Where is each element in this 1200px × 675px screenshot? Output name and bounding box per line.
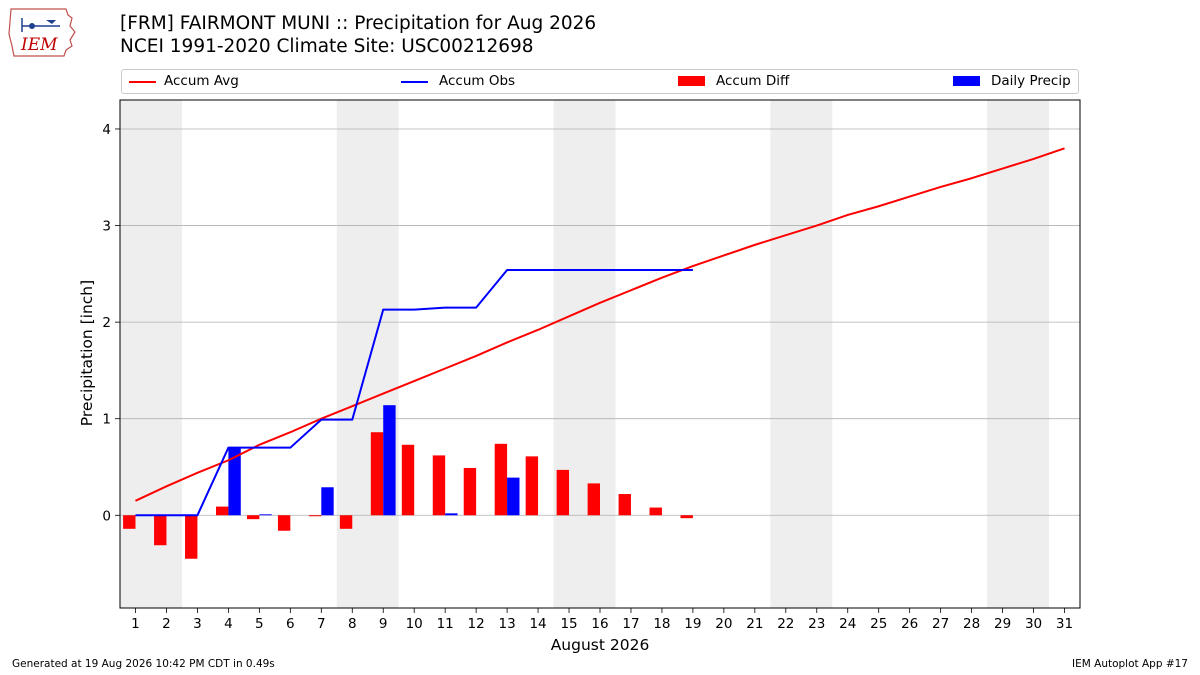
chart-title: [FRM] FAIRMONT MUNI :: Precipitation for… <box>120 12 596 58</box>
y-tick-label: 1 <box>102 412 111 428</box>
accum-diff-bar <box>339 515 353 529</box>
y-tick-label: 3 <box>102 219 111 235</box>
x-tick-label: 13 <box>499 616 516 632</box>
x-tick-label: 26 <box>901 616 918 632</box>
x-tick-label: 23 <box>808 616 825 632</box>
daily-precip-bar <box>445 513 458 516</box>
legend-swatch-accum-avg <box>129 81 156 83</box>
x-tick-label: 16 <box>591 616 608 632</box>
accum-diff-bar <box>401 444 415 516</box>
y-axis-label: Precipitation [inch] <box>78 280 96 426</box>
accum-diff-bar <box>494 443 508 516</box>
x-tick-label: 15 <box>560 616 577 632</box>
legend-label-daily-precip: Daily Precip <box>991 73 1071 89</box>
x-tick-label: 21 <box>746 616 763 632</box>
x-tick-label: 19 <box>684 616 701 632</box>
footer-generated: Generated at 19 Aug 2026 10:42 PM CDT in… <box>12 658 275 670</box>
x-tick-label: 20 <box>715 616 732 632</box>
accum-diff-bar <box>618 494 631 516</box>
weekend-shade <box>770 100 833 608</box>
x-tick-label: 27 <box>932 616 949 632</box>
weekend-shade <box>987 100 1050 608</box>
weekend-shade <box>336 100 399 608</box>
x-tick-label: 24 <box>839 616 856 632</box>
accum-obs-line <box>135 268 693 517</box>
title-line-2: NCEI 1991-2020 Climate Site: USC00212698 <box>120 36 534 57</box>
x-tick-label: 14 <box>529 616 546 632</box>
title-line-1: [FRM] FAIRMONT MUNI :: Precipitation for… <box>120 13 597 34</box>
chart-legend: Accum Avg Accum Obs Accum Diff Daily Pre… <box>121 69 1079 94</box>
x-tick-label: 6 <box>286 616 295 632</box>
x-tick-label: 17 <box>622 616 639 632</box>
x-tick-label: 22 <box>777 616 794 632</box>
accum-diff-bar <box>680 515 693 519</box>
x-tick-label: 25 <box>870 616 887 632</box>
x-tick-label: 18 <box>653 616 670 632</box>
daily-precip-bar <box>321 487 334 516</box>
x-tick-label: 7 <box>317 616 326 632</box>
legend-swatch-accum-obs <box>401 81 428 83</box>
footer-app: IEM Autoplot App #17 <box>1072 658 1188 670</box>
weekend-shade <box>553 100 616 608</box>
x-tick-label: 4 <box>224 616 233 632</box>
accum-diff-bar <box>463 467 477 516</box>
y-tick-label: 0 <box>102 508 111 524</box>
x-axis-label: August 2026 <box>551 636 650 654</box>
accum-diff-bar <box>154 515 167 546</box>
daily-precip-bar <box>259 514 272 516</box>
daily-precip-bar <box>507 477 520 516</box>
accum-diff-bar <box>370 432 384 516</box>
accum-diff-bar <box>246 515 260 520</box>
x-tick-label: 1 <box>131 616 140 632</box>
accum-diff-bar <box>649 507 662 516</box>
logo-text: IEM <box>20 35 58 55</box>
x-tick-label: 5 <box>255 616 264 632</box>
weekend-shade <box>120 100 182 608</box>
y-tick-label: 2 <box>102 315 111 331</box>
x-tick-label: 10 <box>406 616 423 632</box>
accum-diff-bar <box>525 456 539 516</box>
x-tick-label: 11 <box>437 616 454 632</box>
x-tick-label: 12 <box>468 616 485 632</box>
x-tick-label: 3 <box>193 616 202 632</box>
accum-diff-bar <box>185 515 198 559</box>
daily-precip-bar <box>383 405 396 516</box>
legend-label-accum-obs: Accum Obs <box>439 73 516 89</box>
x-tick-label: 31 <box>1056 616 1073 632</box>
daily-precip-bar <box>228 447 241 516</box>
y-tick-label: 4 <box>102 122 111 138</box>
accum-diff-bar <box>556 469 570 516</box>
x-tick-label: 8 <box>348 616 357 632</box>
accum-diff-bar <box>216 506 229 516</box>
legend-swatch-daily-precip <box>953 76 980 86</box>
accum-diff-bar <box>277 515 291 531</box>
legend-label-accum-avg: Accum Avg <box>164 73 239 89</box>
x-tick-label: 30 <box>1025 616 1042 632</box>
accum-diff-bar <box>123 515 136 529</box>
x-tick-label: 29 <box>994 616 1011 632</box>
accum-diff-bar <box>432 455 446 516</box>
iem-logo: IEM <box>8 6 80 58</box>
x-tick-label: 9 <box>379 616 388 632</box>
accum-diff-bar <box>308 515 322 517</box>
legend-label-accum-diff: Accum Diff <box>716 73 790 89</box>
accum-diff-bar <box>587 483 600 516</box>
legend-swatch-accum-diff <box>678 76 705 86</box>
x-tick-label: 28 <box>963 616 980 632</box>
x-tick-label: 2 <box>162 616 171 632</box>
accum-avg-line <box>135 147 1065 502</box>
